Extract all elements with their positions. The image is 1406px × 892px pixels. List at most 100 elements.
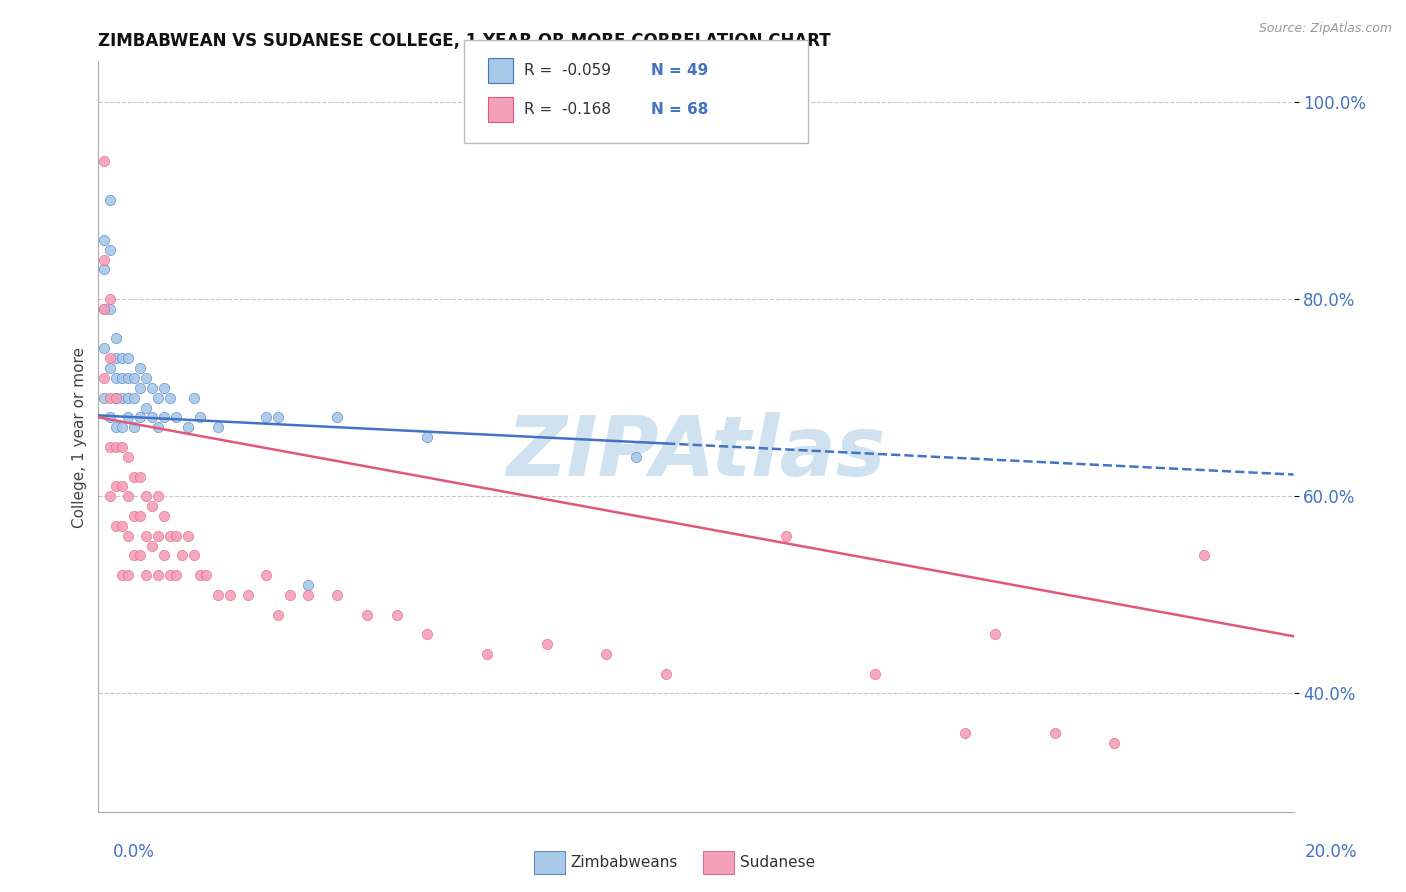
Point [207,420,229,434]
Point [129,549,152,563]
Point [416,430,439,444]
Point [105,391,128,405]
Point [98,194,122,208]
Point [105,351,128,366]
Point [148,489,170,503]
Point [93,301,115,316]
Point [98,489,122,503]
Point [165,410,187,425]
Point [129,361,152,376]
Text: Source: ZipAtlas.com: Source: ZipAtlas.com [1258,22,1392,36]
Point [98,301,122,316]
Text: R =  -0.059: R = -0.059 [524,63,612,78]
Point [111,351,134,366]
Point [655,666,678,681]
Point [117,410,139,425]
Point [984,627,1007,641]
Point [111,391,134,405]
Point [124,469,146,483]
Point [219,588,242,602]
Point [117,489,139,503]
Point [183,549,205,563]
Point [188,568,211,582]
Point [141,410,163,425]
Point [129,410,152,425]
Point [111,371,134,385]
Point [177,529,200,543]
Point [297,578,319,592]
Point [135,568,157,582]
Text: ZIMBABWEAN VS SUDANESE COLLEGE, 1 YEAR OR MORE CORRELATION CHART: ZIMBABWEAN VS SUDANESE COLLEGE, 1 YEAR O… [98,32,831,50]
Point [865,666,887,681]
Point [165,568,187,582]
Point [117,529,139,543]
Point [105,391,128,405]
Point [124,371,146,385]
Point [236,588,259,602]
Point [129,469,152,483]
Point [297,588,319,602]
Point [98,243,122,257]
Point [105,479,128,493]
Point [93,342,115,356]
Point [135,529,157,543]
Point [135,371,157,385]
Point [111,479,134,493]
Point [98,292,122,306]
Point [117,371,139,385]
Point [105,518,128,533]
Point [475,647,498,661]
Point [153,410,176,425]
Point [385,607,409,622]
Point [195,568,218,582]
Point [117,391,139,405]
Point [172,549,194,563]
Text: N = 49: N = 49 [651,63,709,78]
Point [98,361,122,376]
Point [105,331,128,345]
Point [105,371,128,385]
Point [595,647,617,661]
Point [111,440,134,454]
Text: 20.0%: 20.0% [1305,843,1357,861]
Point [111,568,134,582]
Point [98,351,122,366]
Point [129,381,152,395]
Point [93,301,115,316]
Point [111,518,134,533]
Point [159,568,181,582]
Text: Zimbabweans: Zimbabweans [571,855,678,870]
Point [148,420,170,434]
Point [93,233,115,247]
Point [117,450,139,464]
Text: 0.0%: 0.0% [112,843,155,861]
Point [153,549,176,563]
Point [124,549,146,563]
Point [159,391,181,405]
Point [105,440,128,454]
Point [135,489,157,503]
Point [1043,726,1066,740]
Point [159,529,181,543]
Point [98,391,122,405]
Point [183,391,205,405]
Point [93,371,115,385]
Point [153,381,176,395]
Y-axis label: College, 1 year or more: College, 1 year or more [72,347,87,527]
Point [254,568,277,582]
Point [135,401,157,415]
Point [141,381,163,395]
Point [141,499,163,513]
Point [267,607,290,622]
Point [775,529,797,543]
Point [117,568,139,582]
Text: R =  -0.168: R = -0.168 [524,103,612,117]
Point [124,420,146,434]
Point [207,588,229,602]
Point [124,391,146,405]
Point [326,588,349,602]
Point [177,420,200,434]
Point [129,508,152,523]
Point [278,588,301,602]
Point [165,529,187,543]
